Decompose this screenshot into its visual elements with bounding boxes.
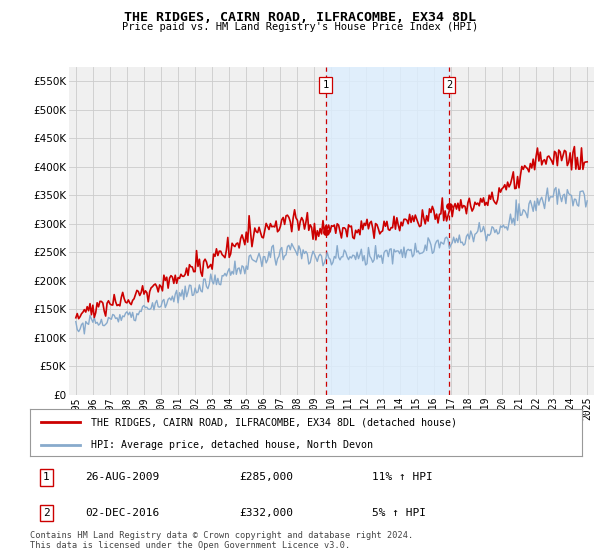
Bar [326,67,449,395]
Text: 1: 1 [43,472,50,482]
Text: 26-AUG-2009: 26-AUG-2009 [85,472,160,482]
Text: THE RIDGES, CAIRN ROAD, ILFRACOMBE, EX34 8DL (detached house): THE RIDGES, CAIRN ROAD, ILFRACOMBE, EX34… [91,417,457,427]
Text: 5% ↑ HPI: 5% ↑ HPI [372,508,426,518]
Text: Price paid vs. HM Land Registry's House Price Index (HPI): Price paid vs. HM Land Registry's House … [122,22,478,32]
Text: 2: 2 [446,80,452,90]
Text: THE RIDGES, CAIRN ROAD, ILFRACOMBE, EX34 8DL: THE RIDGES, CAIRN ROAD, ILFRACOMBE, EX34… [124,11,476,24]
Text: 02-DEC-2016: 02-DEC-2016 [85,508,160,518]
Text: Contains HM Land Registry data © Crown copyright and database right 2024.
This d: Contains HM Land Registry data © Crown c… [30,531,413,550]
Text: 2: 2 [43,508,50,518]
Text: 11% ↑ HPI: 11% ↑ HPI [372,472,433,482]
Text: £332,000: £332,000 [240,508,294,518]
Text: £285,000: £285,000 [240,472,294,482]
Text: 1: 1 [322,80,329,90]
Text: HPI: Average price, detached house, North Devon: HPI: Average price, detached house, Nort… [91,440,373,450]
